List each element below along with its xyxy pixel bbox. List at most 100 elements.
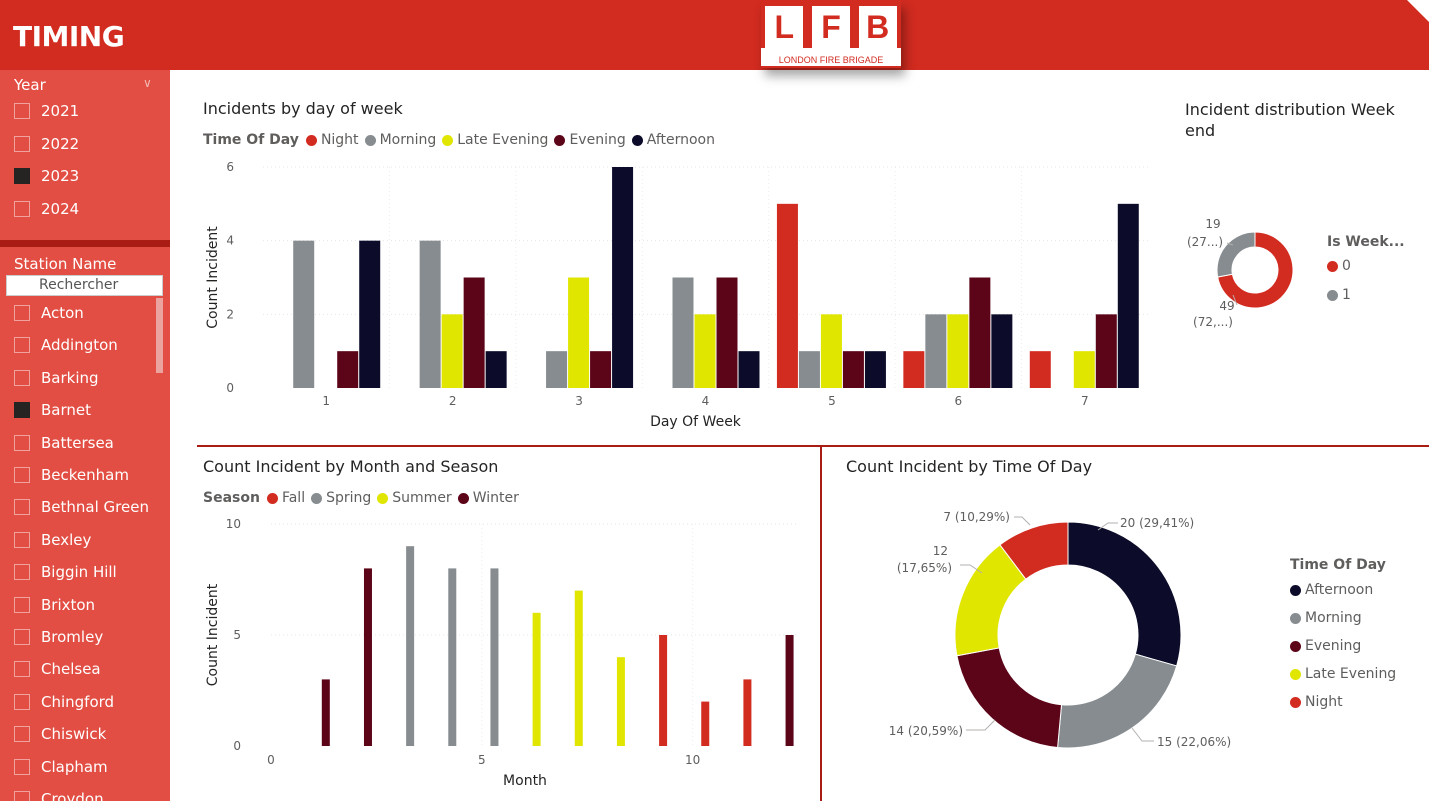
station-option-bethnal-green[interactable]: Bethnal Green bbox=[14, 496, 149, 518]
station-option-chingford[interactable]: Chingford bbox=[14, 691, 114, 713]
bar-summer-month-6[interactable] bbox=[532, 612, 541, 746]
bar-evening-day-1[interactable] bbox=[337, 351, 359, 388]
bar-late-evening-day-6[interactable] bbox=[947, 314, 969, 388]
bar-summer-month-7[interactable] bbox=[574, 590, 583, 746]
checkbox[interactable] bbox=[14, 564, 30, 581]
station-option-biggin-hill[interactable]: Biggin Hill bbox=[14, 561, 117, 583]
station-option-beckenham[interactable]: Beckenham bbox=[14, 464, 129, 486]
station-option-bromley[interactable]: Bromley bbox=[14, 626, 103, 648]
station-option-acton[interactable]: Acton bbox=[14, 302, 84, 324]
bar-spring-month-5[interactable] bbox=[490, 568, 499, 746]
bar-afternoon-day-7[interactable] bbox=[1117, 203, 1139, 388]
bar-fall-month-11[interactable] bbox=[743, 679, 752, 746]
bar-spring-month-3[interactable] bbox=[406, 546, 415, 746]
bar-afternoon-day-2[interactable] bbox=[485, 351, 507, 388]
checkbox[interactable] bbox=[14, 135, 30, 152]
legend-item-summer[interactable]: Summer bbox=[377, 490, 452, 506]
bar-late-evening-day-4[interactable] bbox=[694, 314, 716, 388]
bar-late-evening-day-7[interactable] bbox=[1073, 351, 1095, 388]
bar-morning-day-4[interactable] bbox=[672, 277, 694, 389]
station-option-bexley[interactable]: Bexley bbox=[14, 529, 91, 551]
station-option-addington[interactable]: Addington bbox=[14, 334, 118, 356]
legend-item-late-evening[interactable]: Late Evening bbox=[1290, 666, 1396, 682]
year-option-2024[interactable]: 2024 bbox=[14, 198, 79, 220]
bar-afternoon-day-3[interactable] bbox=[612, 167, 634, 388]
checkbox[interactable] bbox=[14, 596, 30, 613]
year-option-2023[interactable]: 2023 bbox=[14, 165, 79, 187]
legend-item-night[interactable]: Night bbox=[305, 132, 359, 148]
station-option-croydon[interactable]: Croydon bbox=[14, 788, 104, 801]
checkbox[interactable] bbox=[14, 103, 30, 119]
checkbox[interactable] bbox=[14, 758, 30, 775]
bar-morning-day-1[interactable] bbox=[293, 240, 315, 388]
bar-evening-day-7[interactable] bbox=[1095, 314, 1117, 388]
station-option-battersea[interactable]: Battersea bbox=[14, 432, 114, 454]
bar-afternoon-day-5[interactable] bbox=[864, 351, 886, 388]
checkbox[interactable] bbox=[14, 661, 30, 678]
legend-item-night[interactable]: Night bbox=[1290, 694, 1343, 710]
legend-item-weekend-1[interactable]: 1 bbox=[1327, 287, 1351, 303]
legend-item-evening[interactable]: Evening bbox=[1290, 638, 1361, 654]
checkbox[interactable] bbox=[14, 369, 30, 386]
checkbox[interactable] bbox=[14, 499, 30, 516]
legend-item-late-evening[interactable]: Late Evening bbox=[442, 132, 548, 148]
bar-night-day-7[interactable] bbox=[1029, 351, 1051, 388]
bar-morning-day-6[interactable] bbox=[925, 314, 947, 388]
checkbox[interactable] bbox=[14, 726, 30, 743]
year-option-2021[interactable]: 2021 bbox=[14, 100, 79, 122]
bar-late-evening-day-5[interactable] bbox=[820, 314, 842, 388]
slice-evening[interactable] bbox=[956, 647, 1063, 749]
bar-evening-day-2[interactable] bbox=[463, 277, 485, 389]
checkbox[interactable] bbox=[14, 629, 30, 645]
bar-evening-day-3[interactable] bbox=[590, 351, 612, 388]
bar-fall-month-9[interactable] bbox=[659, 635, 668, 746]
bar-summer-month-8[interactable] bbox=[616, 657, 625, 746]
bar-evening-day-6[interactable] bbox=[969, 277, 991, 389]
bar-afternoon-day-1[interactable] bbox=[359, 240, 381, 388]
station-option-barnet[interactable]: Barnet bbox=[14, 399, 91, 421]
legend-item-winter[interactable]: Winter bbox=[457, 490, 519, 506]
checkbox[interactable] bbox=[14, 693, 30, 710]
slice-afternoon[interactable] bbox=[1067, 521, 1182, 667]
station-search-input[interactable]: Rechercher bbox=[6, 275, 163, 296]
legend-item-spring[interactable]: Spring bbox=[311, 490, 371, 506]
bar-winter-month-2[interactable] bbox=[363, 568, 372, 746]
chevron-down-icon[interactable]: ∨ bbox=[143, 76, 152, 90]
bar-winter-month-12[interactable] bbox=[785, 635, 794, 746]
legend-item-weekend-0[interactable]: 0 bbox=[1327, 258, 1351, 274]
slice-morning[interactable] bbox=[1057, 653, 1178, 749]
bar-night-day-6[interactable] bbox=[903, 351, 925, 388]
year-option-2022[interactable]: 2022 bbox=[14, 133, 79, 155]
bar-late-evening-day-3[interactable] bbox=[568, 277, 590, 389]
bar-evening-day-4[interactable] bbox=[716, 277, 738, 389]
slice-night[interactable] bbox=[999, 521, 1069, 580]
legend-item-afternoon[interactable]: Afternoon bbox=[1290, 582, 1373, 598]
station-option-barking[interactable]: Barking bbox=[14, 367, 99, 389]
legend-item-morning[interactable]: Morning bbox=[1290, 610, 1362, 626]
checkbox[interactable] bbox=[14, 200, 30, 217]
checkbox[interactable] bbox=[14, 467, 30, 483]
checkbox[interactable] bbox=[14, 337, 30, 354]
checkbox[interactable] bbox=[14, 402, 30, 419]
checkbox[interactable] bbox=[14, 305, 30, 321]
bar-fall-month-10[interactable] bbox=[701, 701, 710, 746]
legend-item-afternoon[interactable]: Afternoon bbox=[631, 132, 715, 148]
legend-item-morning[interactable]: Morning bbox=[364, 132, 436, 148]
checkbox[interactable] bbox=[14, 531, 30, 548]
bar-evening-day-5[interactable] bbox=[842, 351, 864, 388]
bar-afternoon-day-4[interactable] bbox=[738, 351, 760, 388]
slice-1[interactable] bbox=[1216, 231, 1256, 278]
station-option-brixton[interactable]: Brixton bbox=[14, 594, 95, 616]
legend-item-fall[interactable]: Fall bbox=[266, 490, 305, 506]
bar-late-evening-day-2[interactable] bbox=[441, 314, 463, 388]
bar-winter-month-1[interactable] bbox=[321, 679, 330, 746]
station-option-chelsea[interactable]: Chelsea bbox=[14, 658, 101, 680]
checkbox[interactable] bbox=[14, 791, 30, 801]
bar-morning-day-5[interactable] bbox=[798, 351, 820, 388]
station-option-chiswick[interactable]: Chiswick bbox=[14, 723, 106, 745]
legend-item-evening[interactable]: Evening bbox=[554, 132, 626, 148]
bar-spring-month-4[interactable] bbox=[448, 568, 457, 746]
slice-0[interactable] bbox=[1217, 231, 1294, 309]
bar-afternoon-day-6[interactable] bbox=[991, 314, 1013, 388]
station-option-clapham[interactable]: Clapham bbox=[14, 756, 108, 778]
